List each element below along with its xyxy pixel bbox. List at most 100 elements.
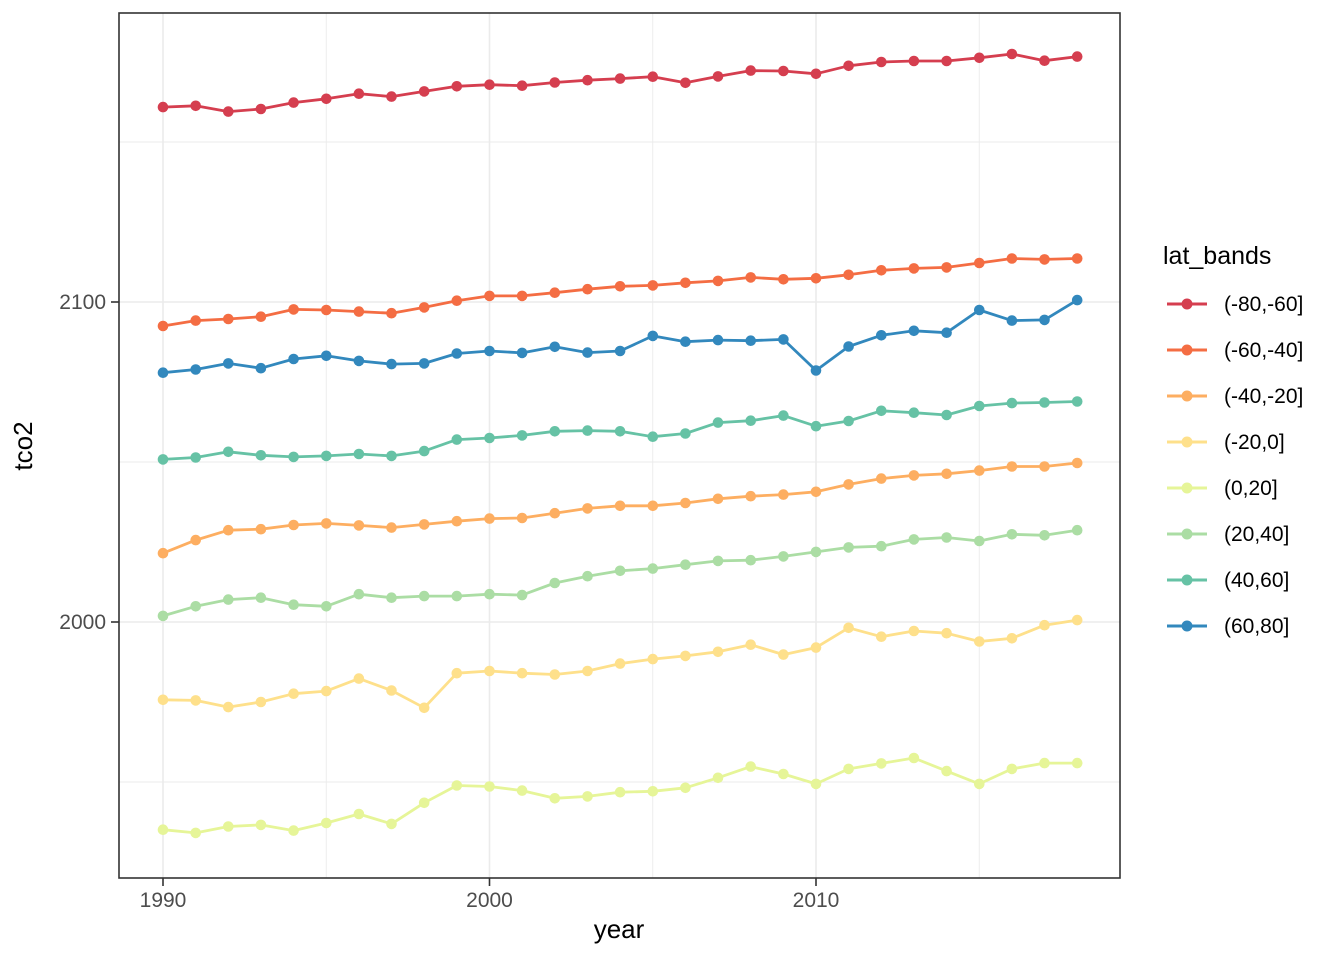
data-point bbox=[1006, 529, 1018, 540]
data-point bbox=[1039, 397, 1050, 408]
data-point bbox=[843, 341, 854, 352]
data-point bbox=[418, 702, 430, 714]
data-point bbox=[843, 622, 854, 634]
data-point bbox=[778, 410, 789, 421]
data-point bbox=[516, 512, 528, 524]
data-point bbox=[255, 450, 267, 461]
data-point bbox=[255, 592, 267, 603]
data-point bbox=[680, 650, 691, 662]
data-point bbox=[353, 448, 365, 460]
legend-label: (-80,-60] bbox=[1224, 293, 1303, 316]
data-point bbox=[843, 269, 854, 281]
data-point bbox=[647, 280, 659, 291]
data-point bbox=[680, 782, 691, 794]
data-point bbox=[353, 520, 365, 531]
data-point bbox=[745, 639, 756, 650]
data-point bbox=[582, 570, 593, 582]
legend-item-(-20,0]: (-20,0] bbox=[1167, 431, 1285, 454]
data-point bbox=[1071, 396, 1083, 407]
data-point bbox=[680, 336, 691, 348]
data-point bbox=[321, 601, 332, 612]
data-point bbox=[353, 808, 365, 820]
data-point bbox=[745, 490, 756, 502]
data-point bbox=[876, 265, 887, 276]
data-point bbox=[288, 97, 299, 108]
data-point bbox=[876, 405, 887, 417]
legend-key-point bbox=[1181, 482, 1193, 494]
legend-label: (0,20] bbox=[1224, 477, 1278, 500]
data-point bbox=[451, 590, 463, 602]
data-point bbox=[321, 450, 332, 462]
data-point bbox=[1006, 461, 1018, 472]
data-point bbox=[223, 701, 234, 713]
data-point bbox=[680, 77, 691, 89]
data-point bbox=[582, 74, 593, 86]
data-point bbox=[288, 304, 299, 315]
data-point bbox=[418, 519, 430, 530]
data-point bbox=[778, 768, 789, 780]
data-point bbox=[157, 367, 169, 379]
data-point bbox=[582, 503, 593, 514]
data-point bbox=[321, 93, 332, 105]
data-point bbox=[1071, 614, 1083, 626]
data-point bbox=[843, 763, 854, 775]
data-point bbox=[974, 52, 985, 64]
data-point bbox=[1006, 633, 1018, 644]
data-point bbox=[1006, 253, 1018, 264]
data-point bbox=[712, 646, 724, 658]
data-point bbox=[712, 71, 724, 82]
data-point bbox=[1006, 48, 1018, 60]
data-point bbox=[484, 432, 495, 444]
panel-border bbox=[118, 12, 1121, 879]
data-point bbox=[321, 304, 332, 316]
data-point bbox=[712, 275, 724, 287]
data-point bbox=[712, 417, 724, 428]
data-point bbox=[223, 358, 234, 369]
data-point bbox=[484, 781, 495, 792]
data-point bbox=[516, 430, 528, 441]
grid-layer bbox=[119, 13, 1120, 878]
data-point bbox=[451, 667, 463, 679]
data-point bbox=[712, 493, 724, 505]
data-point bbox=[745, 335, 756, 347]
data-point bbox=[549, 507, 561, 519]
data-point bbox=[941, 55, 952, 67]
legend-item-(40,60]: (40,60] bbox=[1167, 569, 1289, 592]
data-point bbox=[908, 534, 920, 545]
data-point bbox=[614, 786, 626, 798]
data-point bbox=[1071, 757, 1083, 769]
legend-item-(20,40]: (20,40] bbox=[1167, 523, 1289, 546]
data-point bbox=[157, 547, 169, 559]
data-point bbox=[516, 290, 528, 302]
data-point bbox=[876, 56, 887, 68]
data-point bbox=[810, 273, 822, 284]
data-point bbox=[974, 257, 985, 269]
data-point bbox=[1039, 530, 1050, 541]
data-point bbox=[516, 667, 528, 679]
series-(-60,-40] bbox=[157, 253, 1083, 332]
data-point bbox=[614, 73, 626, 84]
data-point bbox=[516, 785, 528, 796]
data-point bbox=[157, 610, 169, 622]
data-point bbox=[810, 420, 822, 432]
data-point bbox=[321, 685, 332, 697]
data-point bbox=[647, 563, 659, 574]
legend-label: (-60,-40] bbox=[1224, 339, 1303, 362]
data-point bbox=[680, 497, 691, 509]
series-(40,60] bbox=[157, 396, 1083, 465]
legend-key-point bbox=[1181, 298, 1193, 310]
data-point bbox=[647, 786, 659, 797]
data-point bbox=[549, 793, 561, 804]
data-point bbox=[941, 468, 952, 480]
data-point bbox=[614, 658, 626, 669]
data-point bbox=[451, 81, 463, 92]
data-point bbox=[1039, 314, 1050, 326]
data-point bbox=[614, 281, 626, 292]
data-point bbox=[255, 819, 267, 831]
data-point bbox=[386, 307, 397, 319]
data-point bbox=[1039, 757, 1050, 769]
legend-key-point bbox=[1181, 436, 1193, 448]
data-point bbox=[190, 452, 201, 463]
data-point bbox=[908, 55, 920, 67]
data-point bbox=[614, 500, 626, 512]
